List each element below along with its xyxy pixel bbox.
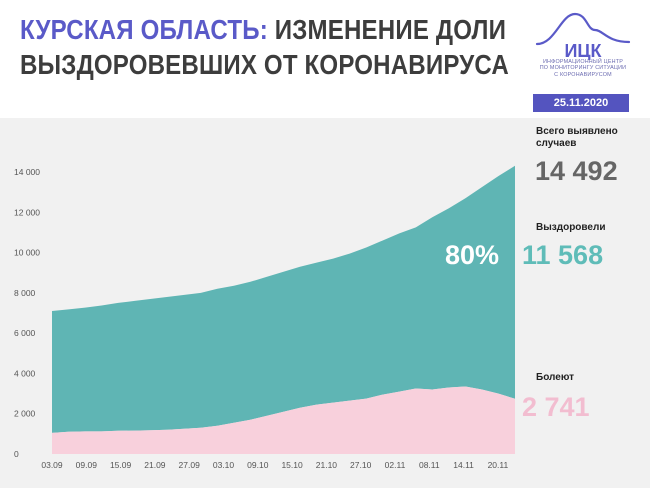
y-tick-label: 8 000: [14, 288, 36, 298]
x-tick-label: 20.11: [488, 460, 509, 470]
y-tick-label: 2 000: [14, 409, 36, 419]
recovered-label: Выздоровели: [536, 222, 606, 233]
date-badge: 25.11.2020: [533, 94, 629, 112]
x-tick-label: 27.10: [350, 460, 372, 470]
sick-label: Болеют: [536, 372, 575, 383]
recovered-value: 11 568: [522, 240, 604, 270]
sick-value: 2 741: [522, 392, 590, 422]
x-tick-label: 08.11: [419, 460, 440, 470]
area-recovered: [52, 165, 515, 433]
x-tick-label: 27.09: [179, 460, 201, 470]
x-tick-label: 03.09: [41, 460, 63, 470]
plot-area: [52, 165, 515, 454]
recovered-percent: 80%: [445, 240, 500, 270]
page-title: КУРСКАЯ ОБЛАСТЬ: ИЗМЕНЕНИЕ ДОЛИ ВЫЗДОРОВ…: [20, 12, 509, 82]
total-label-line: случаев: [536, 138, 577, 149]
logo-caption-line: ПО МОНИТОРИНГУ СИТУАЦИИ: [539, 65, 627, 72]
header: КУРСКАЯ ОБЛАСТЬ: ИЗМЕНЕНИЕ ДОЛИ ВЫЗДОРОВ…: [0, 0, 650, 118]
x-axis: 03.09 09.09 15.09 21.09 27.09 03.10 09.10 15.10…: [41, 460, 508, 470]
area-sick: [52, 386, 515, 454]
x-tick-label: 14.11: [453, 460, 474, 470]
total-value: 14 492: [535, 156, 618, 186]
y-tick-label: 12 000: [14, 207, 40, 217]
x-tick-label: 03.10: [213, 460, 235, 470]
title-region: КУРСКАЯ ОБЛАСТЬ:: [20, 14, 268, 45]
x-tick-label: 15.10: [281, 460, 303, 470]
title-line2: ВЫЗДОРОВЕВШИХ ОТ КОРОНАВИРУСА: [20, 49, 509, 80]
x-tick-label: 09.10: [247, 460, 269, 470]
x-tick-label: 02.11: [385, 460, 406, 470]
x-tick-label: 21.10: [316, 460, 338, 470]
x-tick-label: 15.09: [110, 460, 132, 470]
total-label-line: Всего выявлено: [536, 126, 618, 137]
y-tick-label: 0: [14, 449, 19, 459]
logo-name: ИЦК: [564, 41, 602, 60]
y-tick-label: 14 000: [14, 167, 40, 177]
title-line1: ИЗМЕНЕНИЕ ДОЛИ: [267, 14, 507, 45]
total-label: Всего выявлено случаев: [536, 126, 618, 150]
y-tick-label: 4 000: [14, 368, 36, 378]
logo-caption-line: С КОРОНАВИРУСОМ: [554, 71, 612, 78]
ick-logo: ИЦК ИНФОРМАЦИОННЫЙ ЦЕНТР ПО МОНИТОРИНГУ …: [533, 8, 633, 112]
logo-caption: ИНФОРМАЦИОННЫЙ ЦЕНТР ПО МОНИТОРИНГУ СИТУ…: [533, 59, 633, 78]
x-tick-label: 09.09: [76, 460, 98, 470]
y-tick-label: 10 000: [14, 248, 40, 258]
x-tick-label: 21.09: [144, 460, 166, 470]
logo-mark: ИЦК: [535, 12, 631, 61]
y-axis: 0 2 000 4 000 6 000 8 000 10 000 12 000 14 000: [14, 167, 40, 459]
y-tick-label: 6 000: [14, 328, 36, 338]
logo-caption-line: ИНФОРМАЦИОННЫЙ ЦЕНТР: [542, 59, 624, 65]
